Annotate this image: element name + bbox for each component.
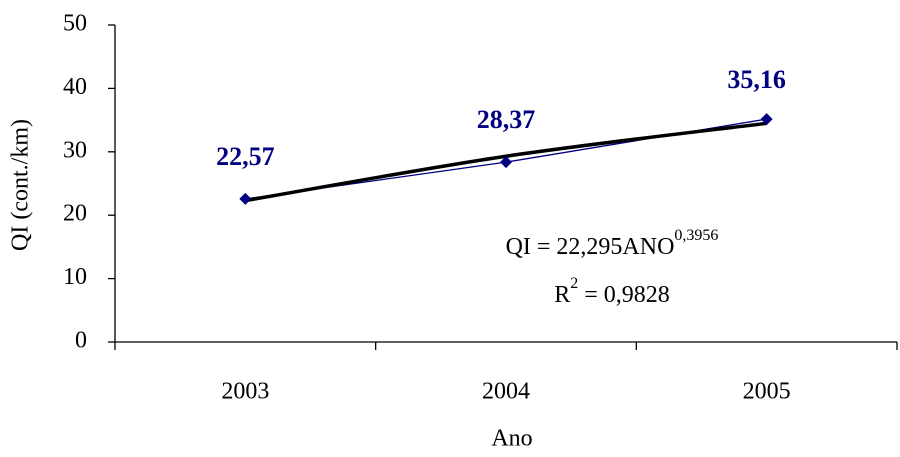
marker [500, 156, 512, 169]
data-label: 35,16 [727, 65, 786, 94]
y-axis-title: QI (cont./km) [8, 119, 34, 251]
y-tick-label: 20 [63, 201, 87, 227]
data-label: 28,37 [477, 105, 536, 134]
trend-equation: QI = 22,295ANO0,3956 [506, 227, 719, 260]
marker [239, 192, 252, 205]
y-tick-label: 40 [63, 74, 87, 100]
r-squared: R2 = 0,9828 [554, 275, 670, 308]
marker [760, 113, 773, 126]
data-label: 22,57 [216, 142, 275, 171]
y-tick-label: 0 [75, 328, 87, 354]
x-tick-label: 2005 [743, 379, 791, 405]
r-exponent: 2 [570, 275, 578, 292]
y-tick-label: 30 [63, 137, 87, 163]
equation-exponent: 0,3956 [674, 227, 718, 244]
x-tick-label: 2004 [482, 379, 530, 405]
y-tick-label: 10 [63, 264, 87, 290]
y-tick-label: 50 [63, 11, 87, 37]
r-value: = 0,9828 [578, 282, 670, 308]
x-tick-label: 2003 [221, 379, 269, 405]
r-text: R [554, 282, 570, 308]
equation-text: QI = 22,295ANO [506, 234, 675, 260]
x-axis-title: Ano [491, 426, 532, 452]
